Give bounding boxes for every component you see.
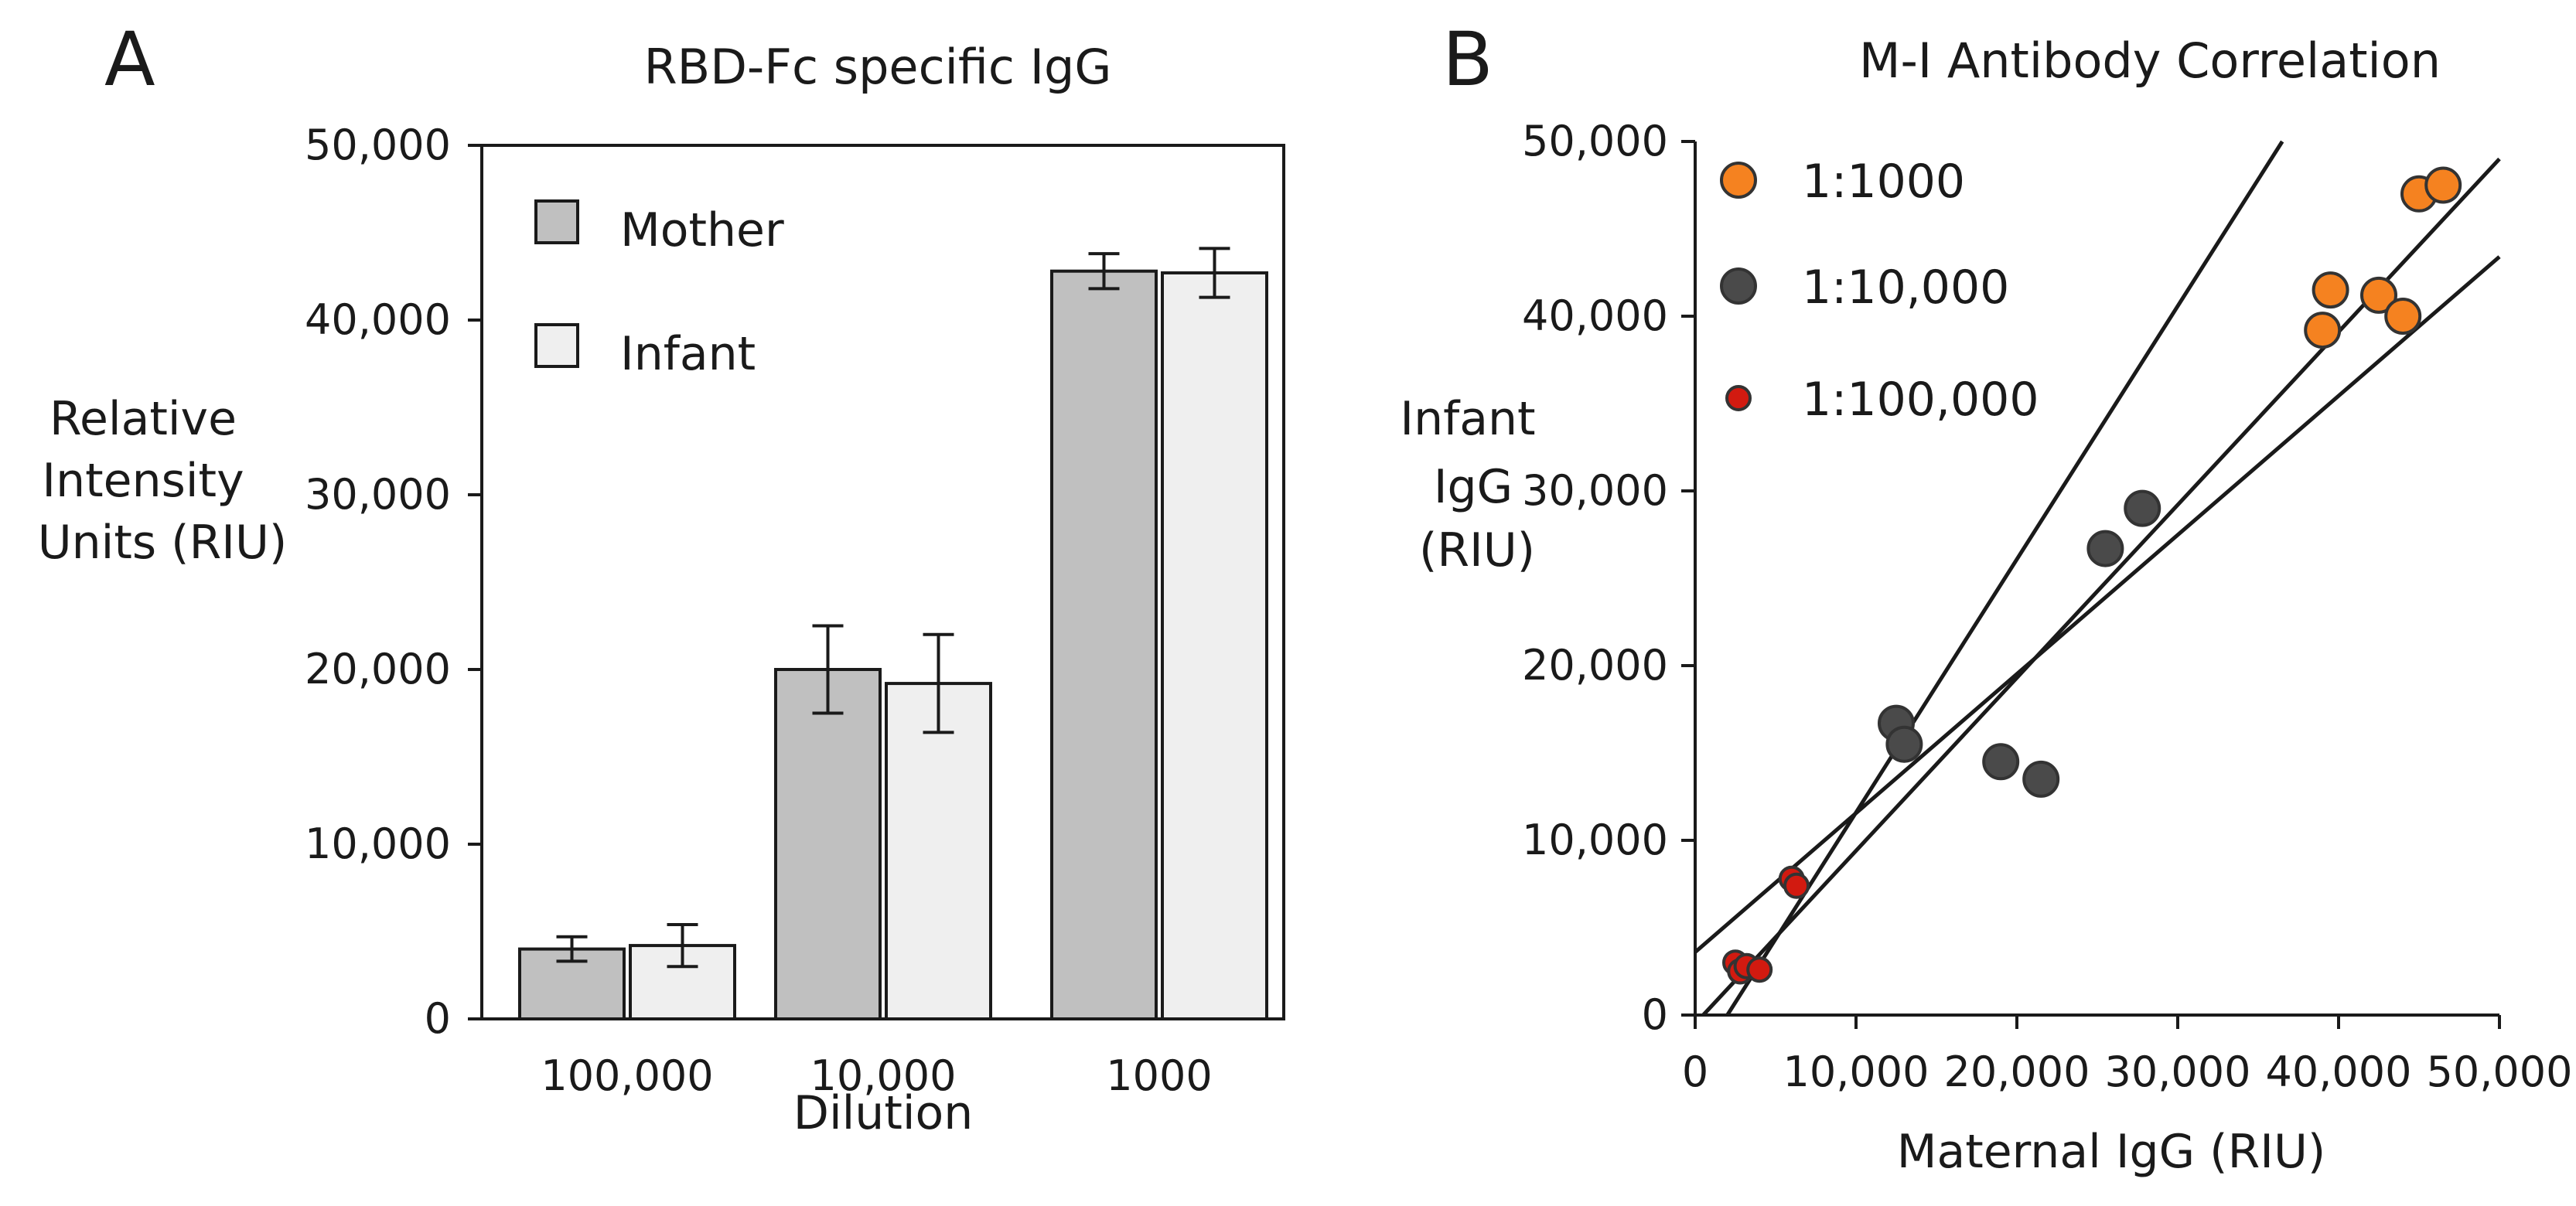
legend-swatch-infant xyxy=(534,323,579,368)
panel-a-legend: Mother Infant xyxy=(534,199,784,381)
bar-mother-10-000 xyxy=(774,668,882,1020)
bar-infant-10-000 xyxy=(885,682,992,1021)
point-1-100-000 xyxy=(1783,872,1810,899)
panel-b-legend: 1:1000 1:10,000 1:100,000 xyxy=(1720,155,2039,427)
legend-marker-1-1000 xyxy=(1720,162,1757,199)
panel-a-title: RBD-Fc specific IgG xyxy=(644,39,1112,95)
b-x-tick-label: 40,000 xyxy=(2266,1048,2412,1096)
a-y-tick-label: 50,000 xyxy=(305,121,451,169)
panel-a-bar-chart: A RBD-Fc specific IgG 0 10,000 20,000 30,00… xyxy=(38,16,1285,1140)
b-y-tick-label: 50,000 xyxy=(1522,117,1668,165)
b-x-tick-label: 10,000 xyxy=(1783,1048,1929,1096)
point-1-1000 xyxy=(2424,166,2462,204)
regression-line-1 xyxy=(1725,140,2284,1017)
panel-b-letter: B xyxy=(1442,16,1493,103)
b-y-tick-label: 0 xyxy=(1642,990,1668,1039)
a-y-tick-label: 10,000 xyxy=(305,819,451,868)
point-1-10-000 xyxy=(1885,725,1923,763)
panel-b-points xyxy=(1722,166,2462,985)
point-1-10-000 xyxy=(1982,743,2020,781)
b-x-tick-label: 0 xyxy=(1682,1048,1708,1096)
panel-b-y-label-line-1: Infant xyxy=(1400,392,1535,446)
panel-b-title: M-I Antibody Correlation xyxy=(1859,32,2441,89)
panel-a-y-label-line-2: Intensity xyxy=(42,454,244,508)
point-1-10-000 xyxy=(2022,760,2060,798)
panel-a-y-label-line-1: Relative xyxy=(49,392,237,446)
legend-label-1-10000: 1:10,000 xyxy=(1802,261,2009,315)
b-y-tick-label: 30,000 xyxy=(1522,466,1668,515)
panel-a-x-axis-label: Dilution xyxy=(793,1086,974,1140)
b-x-tick-label: 30,000 xyxy=(2105,1048,2251,1096)
regression-line-3 xyxy=(1694,255,2501,954)
legend-label-1-1000: 1:1000 xyxy=(1802,155,1965,209)
panel-a-bars xyxy=(518,247,1268,1021)
b-x-tick-label: 20,000 xyxy=(1944,1048,2090,1096)
panel-a-letter: A xyxy=(104,16,155,103)
point-1-1000 xyxy=(2360,276,2397,314)
point-1-1000 xyxy=(2384,298,2422,335)
panel-b-scatter-chart: B M-I Antibody Correlation 0 10,000 20,000… xyxy=(1400,16,2572,1179)
point-1-1000 xyxy=(2312,271,2349,309)
a-y-tick-label: 30,000 xyxy=(305,470,451,519)
b-y-tick-label: 10,000 xyxy=(1522,816,1668,864)
legend-swatch-mother xyxy=(534,199,579,244)
a-x-tick-label: 1000 xyxy=(1106,1051,1212,1100)
legend-marker-1-10000 xyxy=(1720,267,1757,305)
bar-infant-1000 xyxy=(1161,271,1268,1021)
panel-b-y-label-line-2: IgG xyxy=(1434,460,1513,514)
a-x-tick-label: 10,000 xyxy=(810,1051,957,1100)
b-y-tick-label: 40,000 xyxy=(1522,291,1668,340)
a-y-tick-label: 40,000 xyxy=(305,295,451,344)
a-y-tick-label: 20,000 xyxy=(305,645,451,693)
panel-b-y-label-line-3: (RIU) xyxy=(1419,523,1535,577)
a-x-tick-label: 100,000 xyxy=(541,1051,713,1100)
panel-b-x-ticks: 0 10,000 20,000 30,000 40,000 50,000 xyxy=(1682,1015,2573,1096)
panel-a-y-label-line-3: Units (RIU) xyxy=(38,516,288,570)
b-y-tick-label: 20,000 xyxy=(1522,641,1668,690)
panel-b-y-ticks: 0 10,000 20,000 30,000 40,000 50,000 xyxy=(1522,117,1695,1039)
legend-label-mother: Mother xyxy=(620,203,784,257)
panel-a-x-tick-labels: 100,000 10,000 1000 xyxy=(541,1051,1212,1100)
panel-b-x-axis-label: Maternal IgG (RIU) xyxy=(1897,1125,2326,1179)
panel-a-y-ticks: 0 10,000 20,000 30,000 40,000 50,000 xyxy=(305,121,482,1043)
point-1-10-000 xyxy=(2124,489,2161,527)
a-y-tick-label: 0 xyxy=(425,994,451,1043)
legend-marker-1-100000 xyxy=(1725,385,1752,411)
legend-label-1-100000: 1:100,000 xyxy=(1802,373,2039,427)
point-1-10-000 xyxy=(2086,530,2124,567)
point-1-1000 xyxy=(2304,312,2342,349)
b-x-tick-label: 50,000 xyxy=(2427,1048,2573,1096)
legend-label-infant: Infant xyxy=(620,327,756,381)
bar-mother-1000 xyxy=(1050,269,1158,1021)
point-1-100-000 xyxy=(1746,956,1773,983)
